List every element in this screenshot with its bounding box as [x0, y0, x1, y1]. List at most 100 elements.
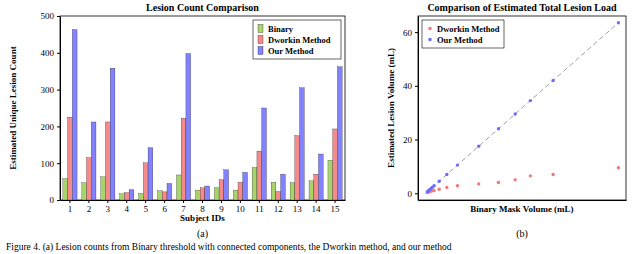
x-tick-label: 14 — [312, 204, 322, 214]
x-tick: 14 — [312, 200, 322, 214]
panel-label: (a) — [197, 228, 208, 240]
bar — [252, 168, 257, 200]
x-tick-mark — [202, 200, 203, 203]
legend-swatch — [258, 25, 263, 33]
bar — [224, 170, 229, 200]
legend: Dworkin MethodOur Method — [422, 20, 504, 48]
bar — [243, 172, 248, 200]
point — [497, 127, 500, 130]
bar — [309, 181, 314, 200]
y-tick-mark — [415, 86, 418, 87]
legend-label: Our Method — [437, 35, 483, 45]
x-tick: 15 — [331, 200, 341, 214]
bar — [290, 183, 295, 200]
bars — [63, 30, 342, 200]
point — [551, 173, 554, 176]
bar — [158, 191, 163, 200]
bar — [101, 177, 106, 200]
bar — [318, 154, 323, 200]
y-tick-mark — [57, 126, 60, 127]
bar — [139, 193, 144, 200]
bar — [337, 67, 342, 200]
y-tick: 0 — [408, 189, 419, 199]
y-tick-label: 0 — [408, 189, 413, 199]
point — [617, 166, 620, 169]
y-tick: 200 — [41, 122, 61, 132]
y-axis-line — [60, 17, 61, 201]
x-tick-mark — [297, 200, 298, 203]
x-tick-mark — [88, 200, 89, 203]
bar — [214, 188, 219, 200]
bar — [181, 118, 186, 200]
y-tick: 400 — [41, 48, 61, 58]
point — [497, 181, 500, 184]
bar — [205, 186, 210, 200]
x-tick-label: 11 — [255, 204, 264, 214]
plot-frame — [418, 16, 626, 200]
y-axis-line — [418, 17, 419, 201]
y-tick-label: 0 — [50, 195, 55, 205]
point — [551, 79, 554, 82]
y-tick: 100 — [41, 159, 61, 169]
x-tick: 9 — [219, 200, 224, 214]
point — [456, 184, 459, 187]
bar-chart: Lesion Count ComparisonEstimated Unique … — [8, 2, 346, 240]
x-tick-mark — [278, 200, 279, 203]
x-tick: 6 — [162, 200, 167, 214]
figure: Lesion Count ComparisonEstimated Unique … — [0, 0, 640, 254]
legend-swatch — [258, 36, 263, 44]
y-tick: 40 — [403, 81, 418, 91]
legend-label: Binary — [268, 24, 294, 34]
y-tick: 20 — [403, 135, 418, 145]
x-tick-mark — [126, 200, 127, 203]
x-tick-label: 3 — [106, 204, 111, 214]
bar — [129, 190, 134, 200]
bar — [110, 68, 115, 200]
bar — [63, 179, 68, 200]
y-tick-mark — [57, 163, 60, 164]
bar — [300, 88, 305, 200]
x-tick: 8 — [200, 200, 205, 214]
bar — [87, 158, 92, 200]
bar — [68, 117, 73, 200]
x-tick-label: 1 — [68, 204, 73, 214]
y-tick-mark — [57, 200, 60, 201]
x-tick: 13 — [293, 200, 303, 214]
y-tick-label: 300 — [41, 85, 55, 95]
scatter-chart: Comparison of Estimated Total Lesion Loa… — [386, 2, 627, 240]
legend-swatch — [258, 47, 263, 55]
x-tick: 4 — [125, 200, 130, 214]
bar — [271, 182, 276, 200]
bar — [328, 160, 333, 200]
bar — [105, 122, 110, 200]
x-axis-title: Subject IDs — [180, 213, 225, 223]
y-tick-label: 40 — [403, 81, 413, 91]
x-tick-label: 10 — [236, 204, 246, 214]
bar — [281, 174, 286, 200]
y-tick-mark — [415, 140, 418, 141]
bar — [186, 54, 191, 200]
x-tick: 12 — [274, 200, 283, 214]
x-tick: 5 — [143, 200, 148, 214]
x-tick-mark — [145, 200, 146, 203]
x-tick-mark — [335, 200, 336, 203]
legend-label: Dworkin Method — [268, 35, 331, 45]
figure-caption: Figure 4. (a) Lesion counts from Binary … — [6, 242, 452, 253]
bar — [72, 30, 77, 200]
y-tick-mark — [415, 193, 418, 194]
bar — [333, 129, 338, 200]
y-axis-title: Estimated Unique Lesion Count — [8, 46, 18, 169]
point — [529, 174, 532, 177]
y-axis: 0204060 — [403, 17, 419, 201]
x-tick-label: 15 — [331, 204, 341, 214]
point — [617, 21, 620, 24]
bar — [257, 151, 262, 200]
x-tick-label: 2 — [87, 204, 92, 214]
reference-line — [426, 23, 619, 194]
bar — [162, 192, 167, 200]
legend-marker — [428, 27, 432, 31]
x-tick-mark — [183, 200, 184, 203]
bar — [91, 122, 96, 200]
chart-title: Comparison of Estimated Total Lesion Loa… — [427, 2, 617, 13]
x-axis: 123456789101112131415 — [61, 200, 346, 214]
